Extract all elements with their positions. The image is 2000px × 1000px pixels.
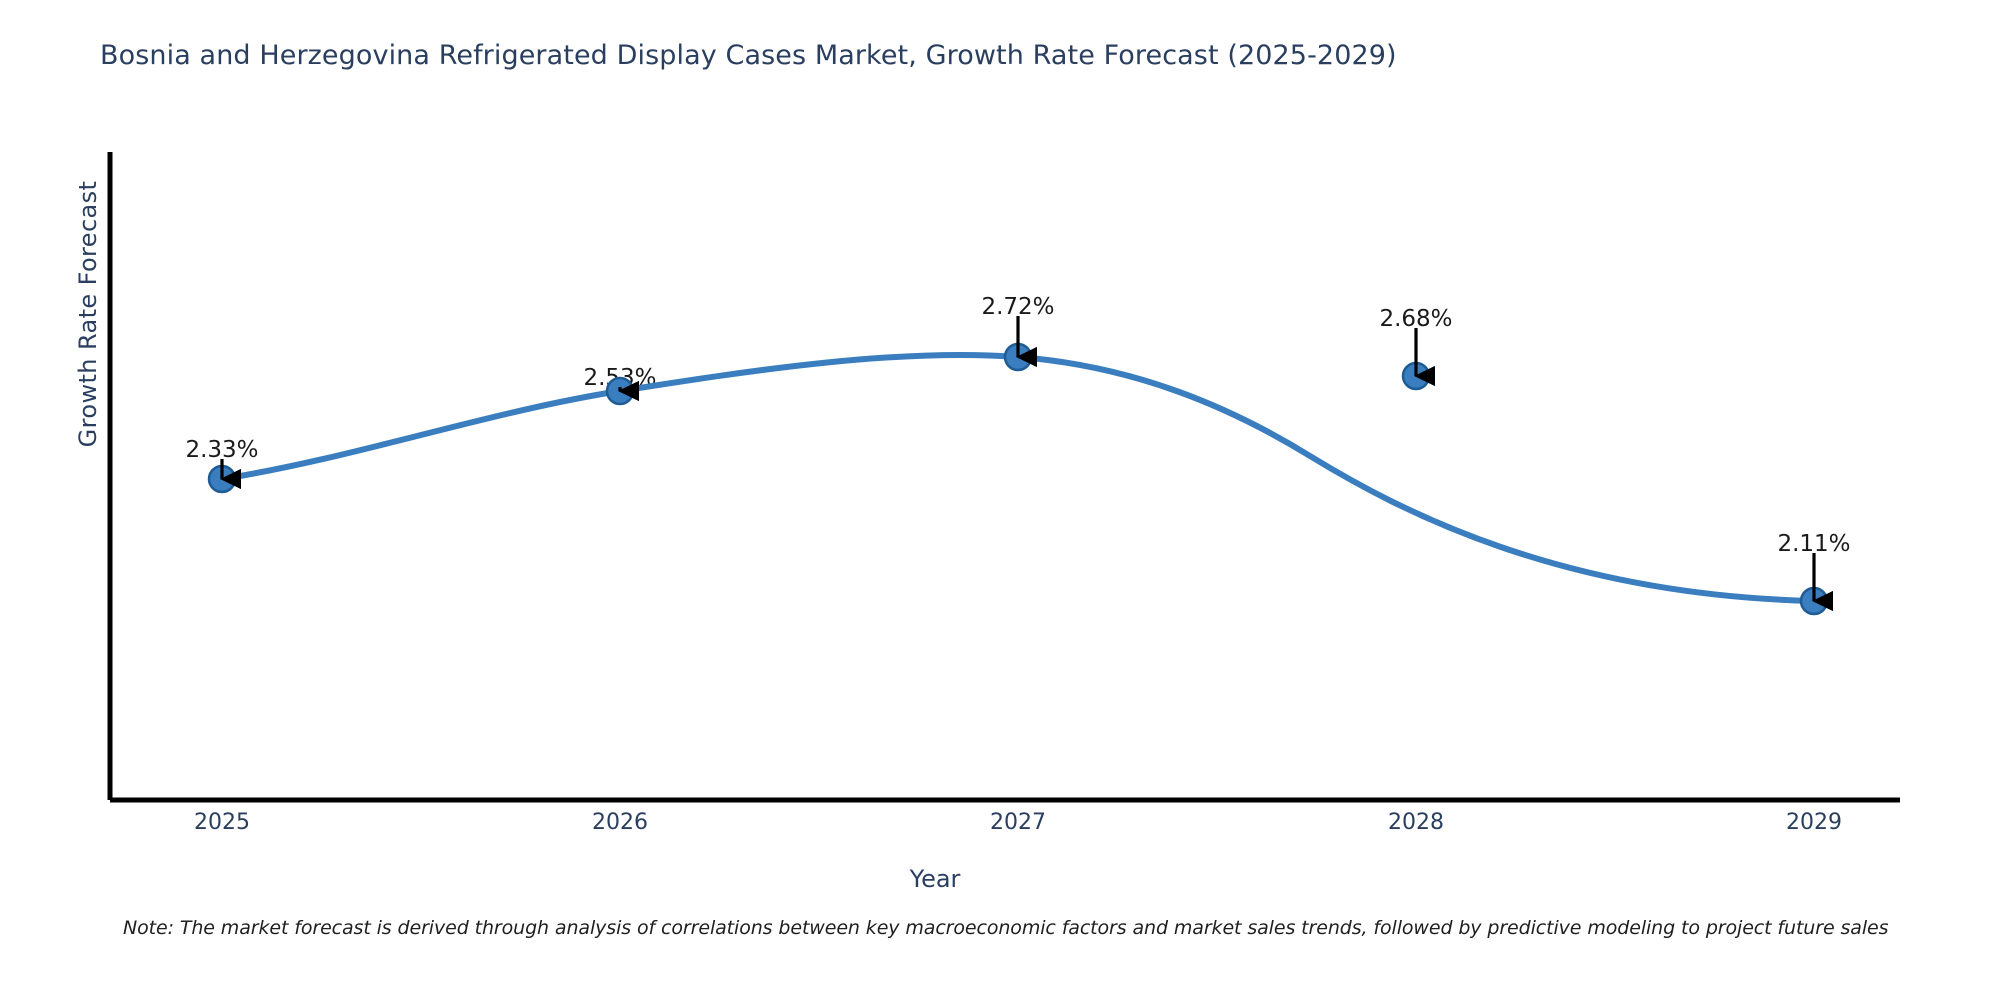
forecast-line: [219, 351, 1817, 604]
chart-footnote: Note: The market forecast is derived thr…: [123, 917, 1889, 939]
chart-title: Bosnia and Herzegovina Refrigerated Disp…: [100, 40, 1397, 71]
x-axis-title: Year: [909, 865, 961, 893]
